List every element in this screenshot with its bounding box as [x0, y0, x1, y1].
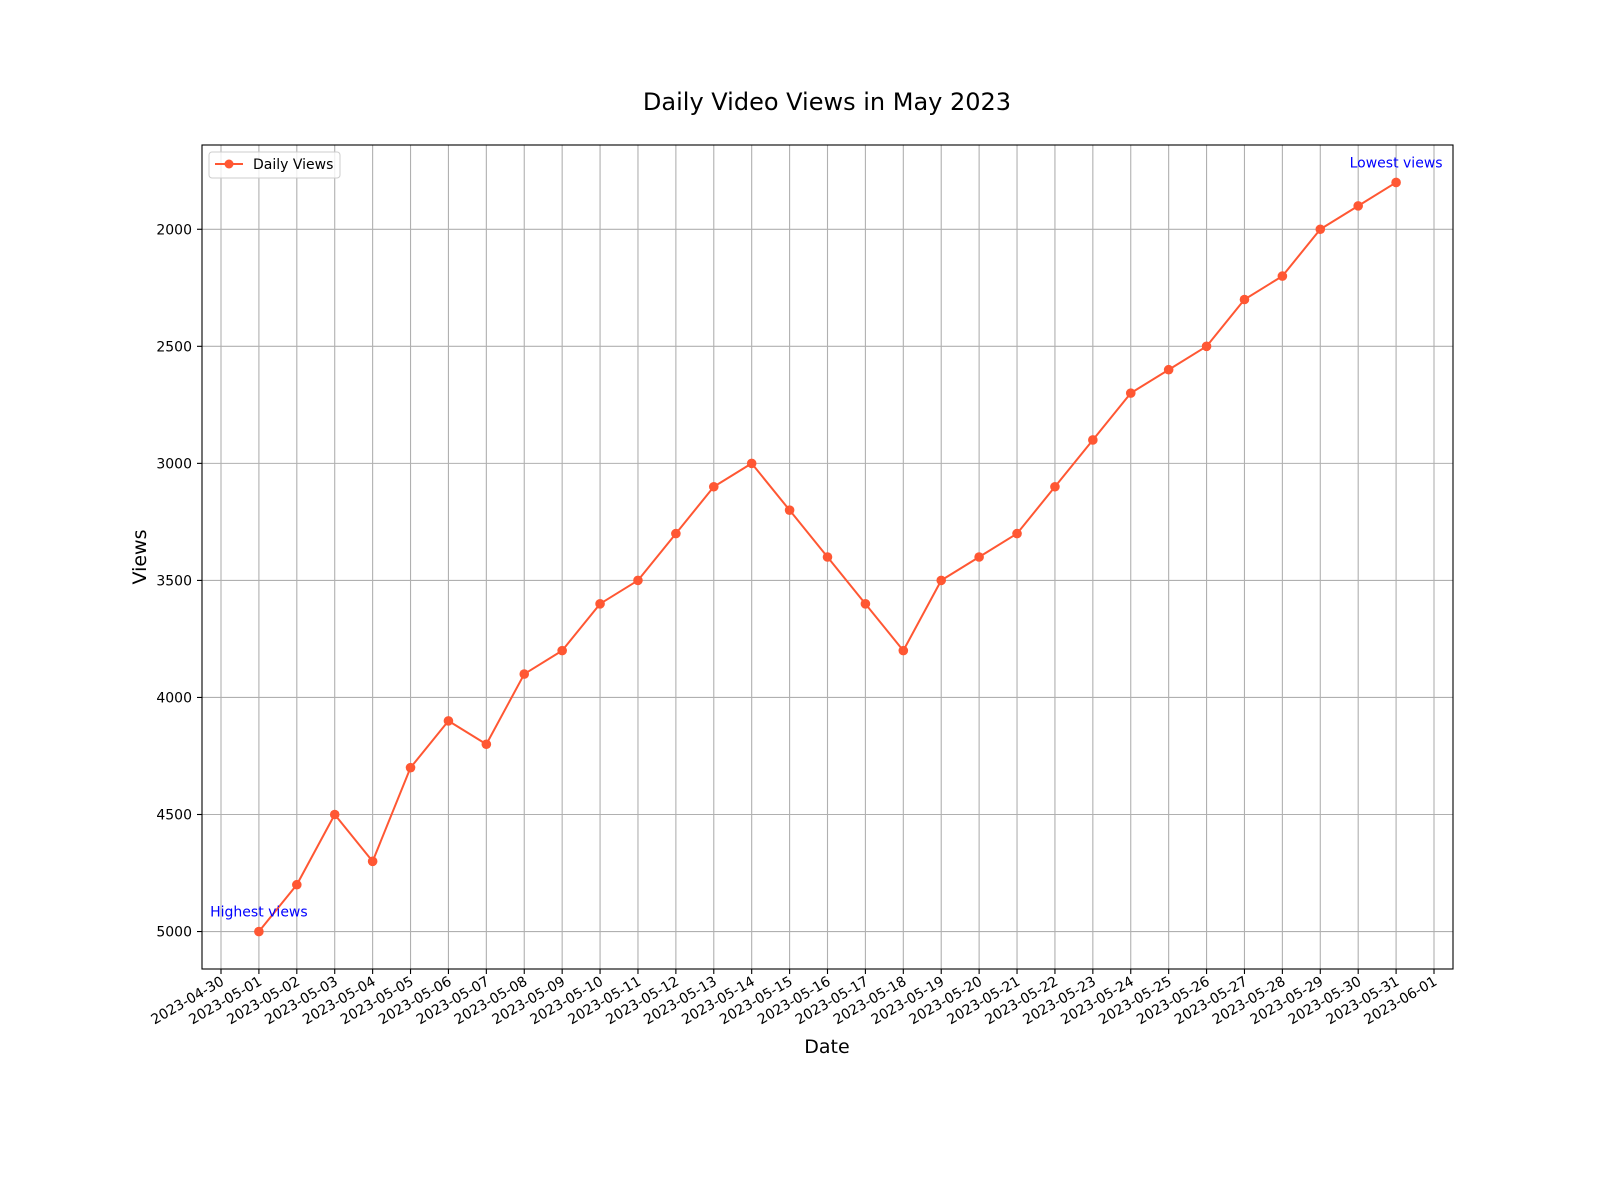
- data-point: [633, 575, 643, 586]
- data-point: [557, 645, 567, 656]
- y-tick-label: 5000: [156, 925, 192, 941]
- data-point: [784, 505, 795, 515]
- data-point: [936, 575, 947, 586]
- legend-label: Daily Views: [253, 157, 333, 173]
- y-tick-label: 3500: [156, 573, 192, 589]
- y-axis-label: Views: [129, 530, 151, 585]
- data-point: [1125, 388, 1136, 398]
- data-point: [860, 599, 871, 609]
- data-point: [254, 926, 264, 937]
- data-point: [595, 599, 605, 609]
- data-point: [898, 645, 909, 656]
- data-point: [1315, 224, 1326, 235]
- data-point: [1163, 364, 1174, 375]
- x-axis: 2023-04-302023-05-012023-05-022023-05-03…: [149, 969, 1440, 1028]
- data-point: [974, 552, 984, 562]
- data-point: [1353, 201, 1363, 211]
- y-tick-label: 4500: [156, 808, 192, 824]
- legend-box: [208, 151, 341, 179]
- annotation-label: Highest views: [210, 905, 308, 921]
- y-axis: 2000 2500 3000 3500 4000 4500 5000: [156, 222, 202, 941]
- y-tick-label: 3000: [156, 456, 192, 472]
- data-point: [405, 762, 416, 773]
- x-axis-label: Date: [804, 1036, 849, 1058]
- data-point: [822, 552, 833, 562]
- annotation-label: Lowest views: [1350, 155, 1443, 171]
- annotations: Highest views Lowest views: [210, 155, 1442, 920]
- data-point: [708, 481, 719, 492]
- legend: Daily Views: [208, 151, 341, 179]
- y-tick-label: 2000: [156, 222, 192, 238]
- data-point: [329, 809, 340, 820]
- data-point: [746, 458, 757, 469]
- data-point: [1201, 341, 1212, 352]
- data-point: [1391, 177, 1401, 188]
- data-point: [481, 739, 492, 750]
- data-point: [292, 879, 302, 890]
- grid: [202, 145, 1453, 969]
- y-tick-label: 4000: [156, 690, 192, 706]
- data-point: [1239, 294, 1250, 305]
- data-point: [519, 669, 530, 679]
- data-point: [367, 856, 378, 867]
- y-tick-label: 2500: [156, 339, 192, 355]
- legend-marker-swatch: [224, 159, 234, 169]
- data-point: [1088, 435, 1098, 445]
- chart-title: Daily Video Views in May 2023: [643, 88, 1011, 116]
- data-point: [1012, 528, 1022, 539]
- data-point: [443, 716, 454, 726]
- series-layer: [254, 177, 1401, 937]
- data-point: [671, 528, 681, 539]
- data-point: [1050, 481, 1060, 492]
- data-point: [1277, 271, 1288, 281]
